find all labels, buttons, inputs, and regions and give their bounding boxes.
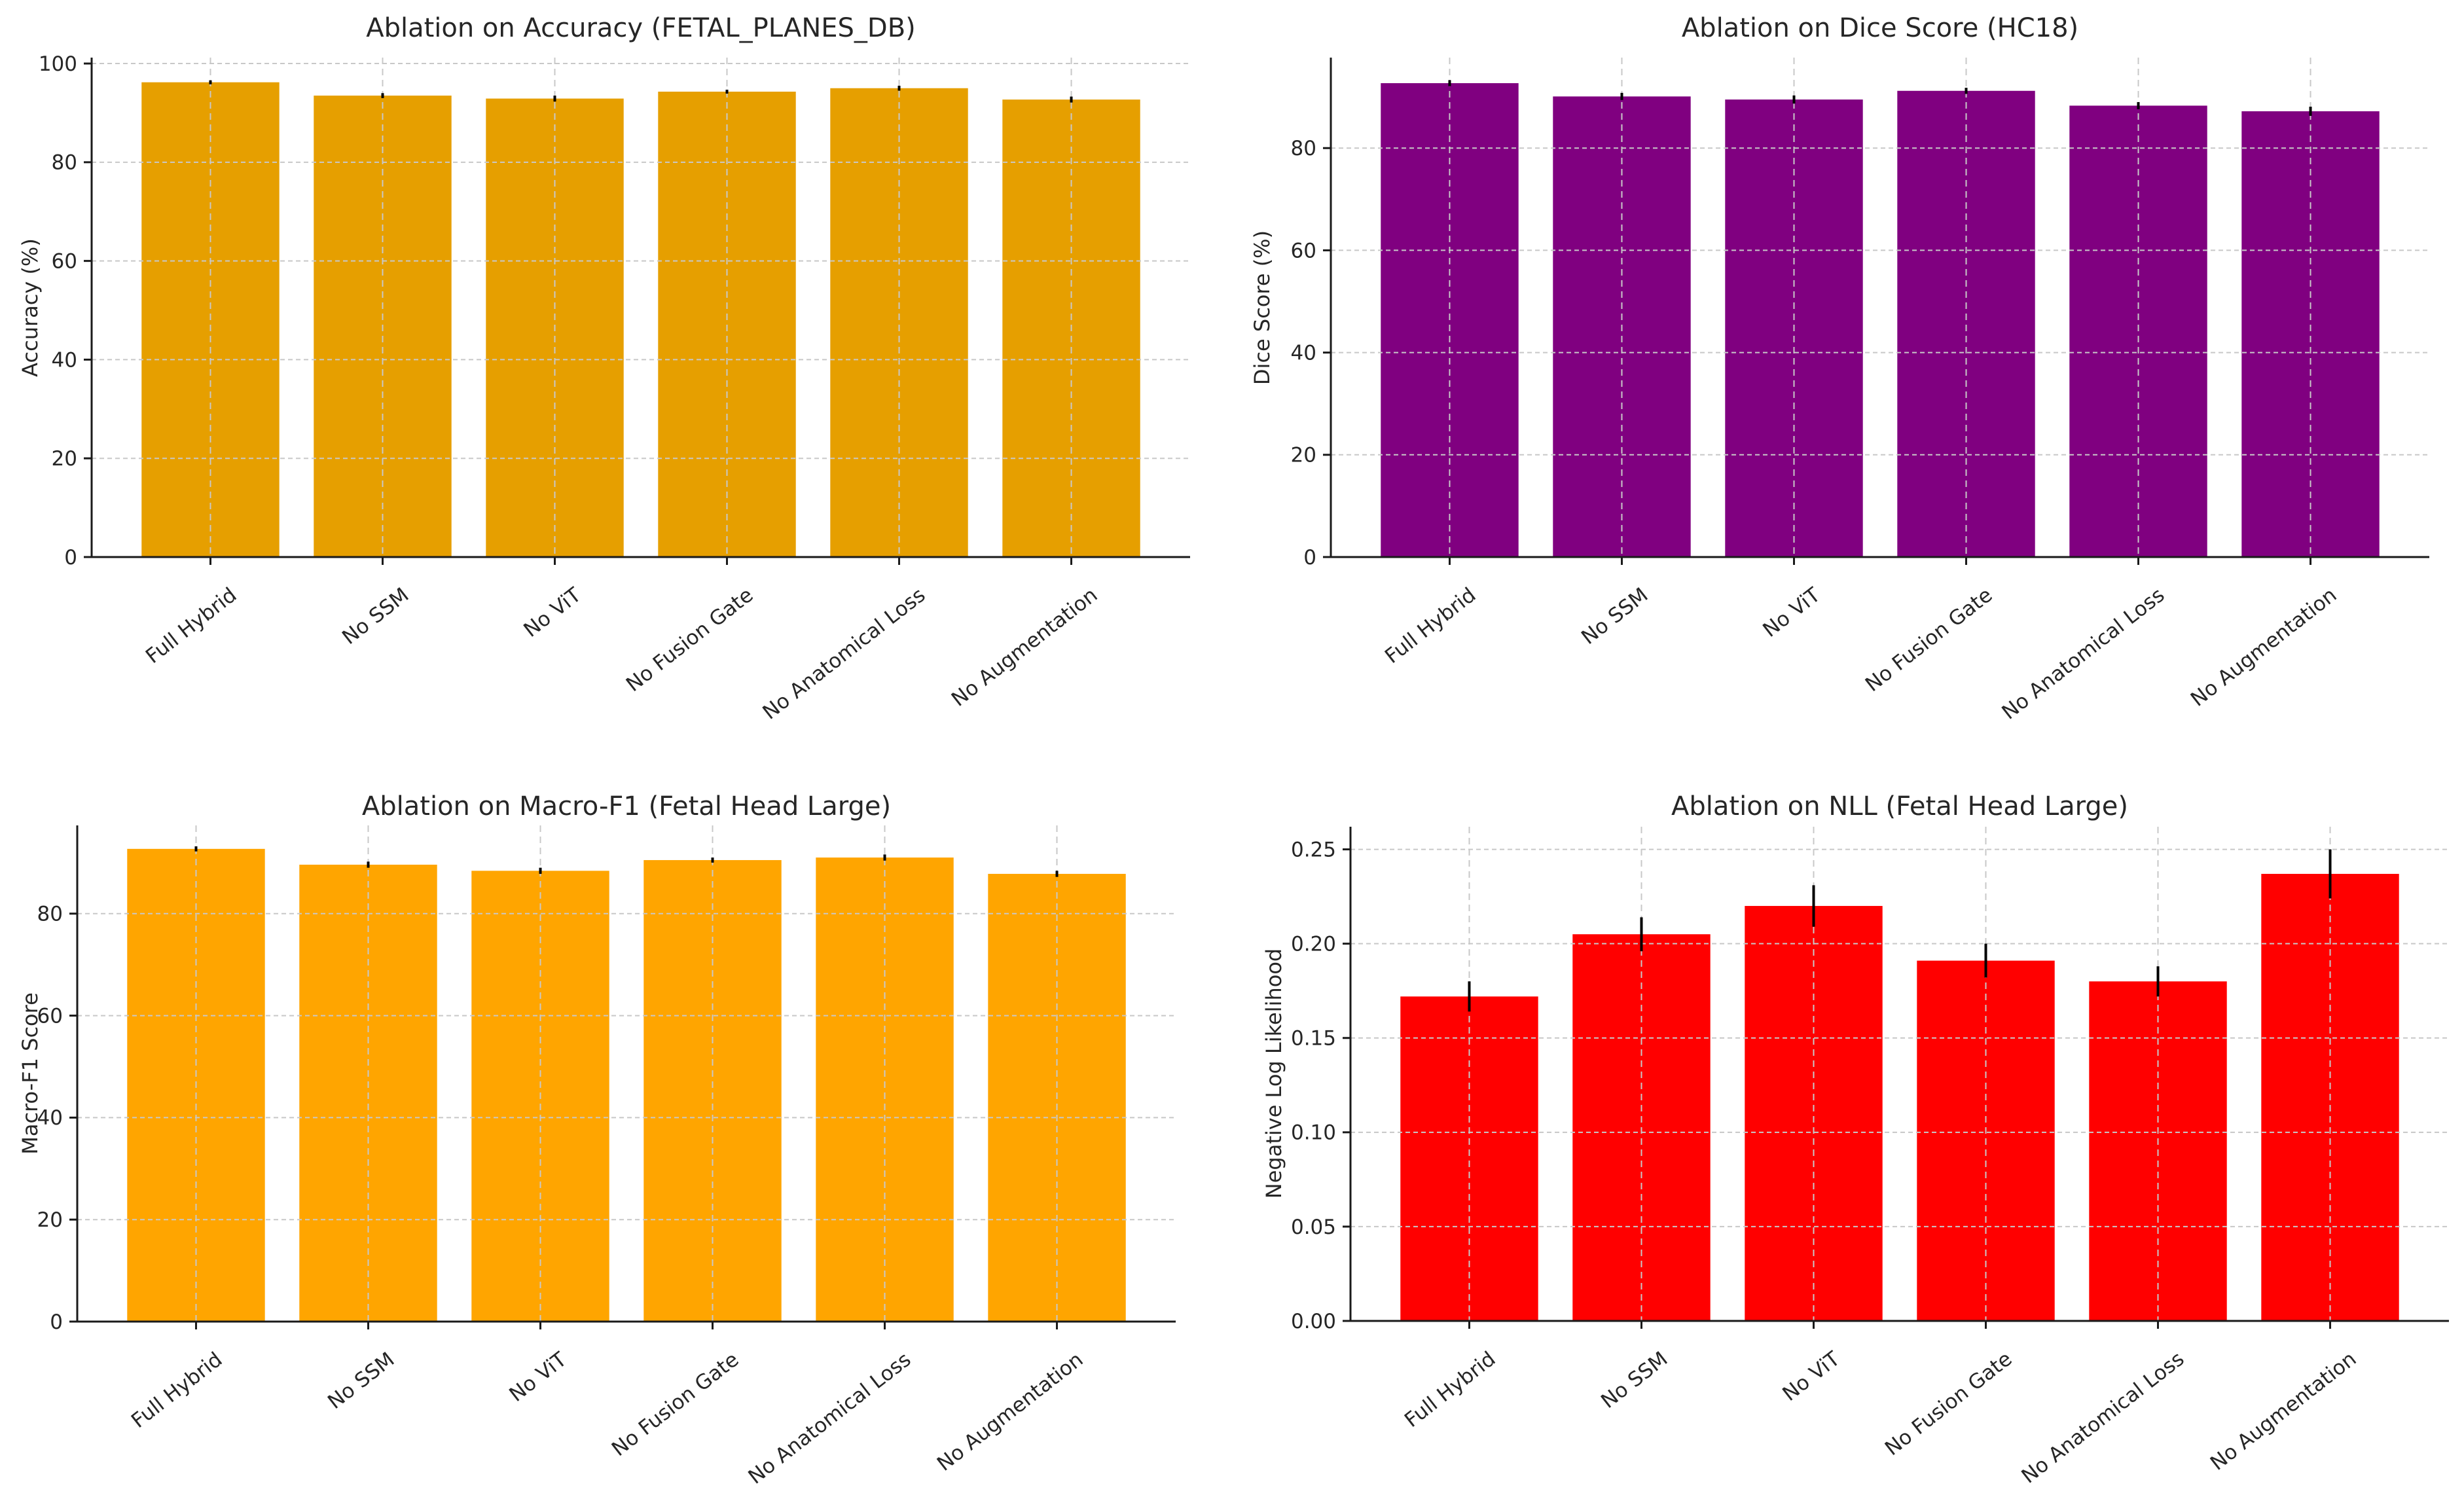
- y-tick-label: 0.25: [1291, 838, 1336, 861]
- y-tick-label: 20: [37, 1208, 63, 1232]
- y-tick-label: 20: [1291, 444, 1316, 467]
- chart-title: Ablation on Dice Score (HC18): [1681, 13, 2079, 43]
- y-tick-label: 80: [1291, 137, 1316, 160]
- y-tick-label: 0.00: [1291, 1310, 1336, 1333]
- x-tick-label: Full Hybrid: [127, 1348, 226, 1433]
- x-tick-label: No SSM: [1597, 1347, 1672, 1413]
- y-tick-label: 0: [64, 546, 77, 569]
- y-tick-label: 0.05: [1291, 1216, 1336, 1239]
- x-tick-label: No Augmentation: [933, 1348, 1088, 1476]
- bar-no-augmentation: [2241, 111, 2380, 557]
- x-tick-label: No Anatomical Loss: [758, 583, 930, 725]
- x-tick-label: No Anatomical Loss: [744, 1348, 915, 1489]
- bar-no-fusion-gate: [1897, 90, 2035, 557]
- y-tick-label: 80: [52, 151, 77, 175]
- x-tick-label: No SSM: [323, 1348, 399, 1414]
- y-tick-label: 20: [52, 447, 77, 471]
- plot-area-dice: 0 20 40 60 80 Full Hybrid No SSM No ViT No Fusio…: [1291, 58, 2429, 725]
- plot-area-accuracy: 0 20 40 60 80 100 Full Hybrid No SSM No ViT No Fu…: [39, 52, 1190, 725]
- x-tick-label: Full Hybrid: [1381, 583, 1480, 668]
- x-tick-label: No ViT: [519, 583, 586, 642]
- x-tick-label: Full Hybrid: [1400, 1347, 1500, 1432]
- x-tick-label: No ViT: [1758, 583, 1825, 642]
- x-tick-label: No ViT: [1778, 1346, 1845, 1406]
- y-tick-label: 40: [37, 1106, 63, 1130]
- plot-area-nll: 0.00 0.05 0.10 0.15 0.20 0.25 Full Hybrid No SS…: [1291, 827, 2449, 1488]
- x-tick-label: Full Hybrid: [141, 583, 241, 668]
- y-tick-label: 60: [1291, 239, 1316, 262]
- chart-macro-f1: Ablation on Macro-F1 (Fetal Head Large) …: [0, 748, 1232, 1497]
- y-tick-label: 100: [39, 52, 77, 76]
- bar-no-anatomical-loss: [830, 88, 968, 557]
- y-tick-label: 0.15: [1291, 1027, 1336, 1051]
- x-tick-label: No SSM: [338, 583, 413, 649]
- x-tick-label: No Fusion Gate: [622, 583, 758, 696]
- y-tick-label: 0: [50, 1310, 63, 1334]
- chart-title: Ablation on Accuracy (FETAL_PLANES_DB): [366, 13, 916, 43]
- y-tick-label: 0.10: [1291, 1121, 1336, 1145]
- bar-no-vit: [1745, 906, 1883, 1321]
- x-tick-label: No Augmentation: [2206, 1347, 2361, 1475]
- y-tick-label: 60: [37, 1004, 63, 1028]
- x-tick-label: No Augmentation: [947, 583, 1102, 712]
- chart-accuracy: Ablation on Accuracy (FETAL_PLANES_DB) A…: [0, 0, 1232, 748]
- bar-no-anatomical-loss: [816, 857, 954, 1322]
- y-tick-label: 40: [52, 348, 77, 372]
- x-tick-label: No Fusion Gate: [1881, 1347, 2017, 1460]
- y-tick-label: 0.20: [1291, 933, 1336, 956]
- x-tick-label: No Fusion Gate: [607, 1348, 744, 1461]
- x-tick-label: No Augmentation: [2186, 583, 2342, 712]
- chart-dice-score: Ablation on Dice Score (HC18) Dice Score…: [1232, 0, 2464, 748]
- y-tick-label: 40: [1291, 341, 1316, 365]
- chart-title: Ablation on Macro-F1 (Fetal Head Large): [361, 791, 892, 821]
- plot-area-macro-f1: 0 20 40 60 80 Full Hybrid No SSM No ViT No Fusio…: [37, 825, 1176, 1489]
- y-tick-label: 80: [37, 903, 63, 926]
- x-tick-label: No Anatomical Loss: [2017, 1347, 2188, 1488]
- x-tick-label: No Anatomical Loss: [1997, 583, 2169, 725]
- y-tick-label: 60: [52, 249, 77, 273]
- chart-title: Ablation on NLL (Fetal Head Large): [1671, 791, 2128, 821]
- x-tick-label: No ViT: [505, 1347, 571, 1407]
- x-tick-label: No Fusion Gate: [1861, 583, 1997, 696]
- y-tick-label: 0: [1303, 546, 1316, 569]
- x-tick-label: No SSM: [1577, 583, 1652, 649]
- chart-nll: Ablation on NLL (Fetal Head Large) Negat…: [1232, 748, 2464, 1497]
